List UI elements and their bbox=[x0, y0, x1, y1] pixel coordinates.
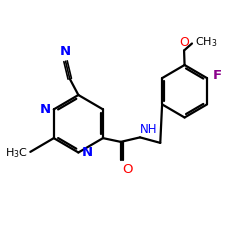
Text: NH: NH bbox=[140, 123, 158, 136]
Text: N: N bbox=[60, 45, 70, 58]
Text: F: F bbox=[212, 69, 222, 82]
Text: N: N bbox=[40, 103, 50, 116]
Text: O: O bbox=[179, 36, 189, 49]
Text: CH$_3$: CH$_3$ bbox=[195, 35, 218, 49]
Text: O: O bbox=[123, 163, 133, 176]
Text: H$_3$C: H$_3$C bbox=[6, 146, 28, 160]
Text: N: N bbox=[82, 146, 93, 159]
